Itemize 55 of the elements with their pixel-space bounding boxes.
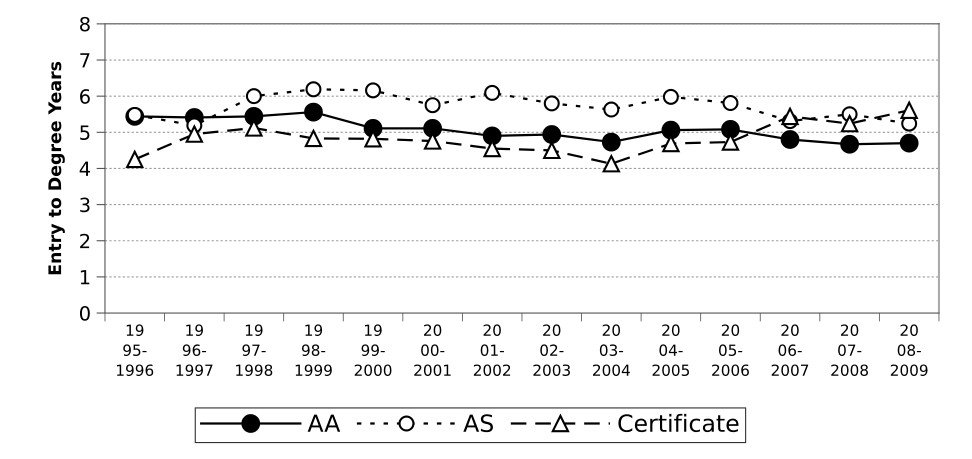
point [186, 125, 204, 143]
point [304, 130, 322, 148]
point [900, 102, 918, 119]
point [780, 130, 800, 149]
point [840, 134, 859, 154]
point [662, 120, 680, 140]
x-tick-label: 20 00- 2001 [414, 324, 451, 376]
x-tick-label: 19 95- 1996 [117, 324, 154, 376]
point [543, 142, 560, 160]
y-tick-label: 3 [80, 198, 90, 212]
y-tick-label: 2 [80, 234, 90, 248]
y-tick-label: 5 [80, 126, 90, 140]
point [722, 95, 738, 112]
y-tick-label: 6 [80, 89, 90, 104]
x-tick-label: 20 01- 2002 [474, 324, 510, 376]
x-tick-label: 20 05- 2006 [712, 324, 749, 376]
point [126, 150, 144, 168]
x-tick-label: 19 96- 1997 [176, 324, 212, 376]
y-axis-title: Entry to Degree Years [48, 62, 65, 274]
point [721, 120, 740, 139]
point [603, 102, 620, 118]
point [365, 82, 382, 98]
point [662, 88, 679, 105]
point [602, 155, 620, 172]
point [781, 108, 799, 126]
legend-label: AS [463, 414, 493, 432]
y-tick-label: 4 [80, 162, 90, 176]
point [424, 97, 441, 114]
point [602, 132, 621, 152]
point [423, 118, 442, 138]
x-tick-label: 20 03- 2004 [592, 324, 630, 376]
y-tick-label: 8 [80, 16, 90, 32]
x-tick-label: 19 97- 1998 [236, 324, 272, 376]
point [900, 134, 919, 153]
point [484, 84, 500, 101]
x-tick-label: 20 07- 2008 [831, 324, 868, 376]
point [544, 95, 560, 112]
point [126, 106, 143, 123]
point [840, 114, 858, 132]
legend-label: Certificate [618, 414, 738, 432]
point [304, 102, 323, 122]
y-tick-label: 0 [80, 306, 90, 321]
x-tick-label: 20 06- 2007 [772, 324, 808, 376]
point [482, 126, 502, 146]
point [305, 81, 322, 98]
legend-label: AA [308, 414, 340, 432]
point [246, 88, 262, 104]
x-tick-label: 19 98- 1999 [296, 324, 332, 376]
x-tick-label: 20 04- 2005 [652, 324, 689, 376]
y-tick-label: 7 [80, 53, 90, 68]
x-tick-label: 19 99- 2000 [354, 324, 392, 376]
x-tick-label: 20 08- 2009 [890, 324, 928, 376]
y-tick-label: 1 [80, 270, 90, 284]
x-tick-label: 20 02- 2003 [533, 324, 570, 376]
point [542, 125, 562, 144]
